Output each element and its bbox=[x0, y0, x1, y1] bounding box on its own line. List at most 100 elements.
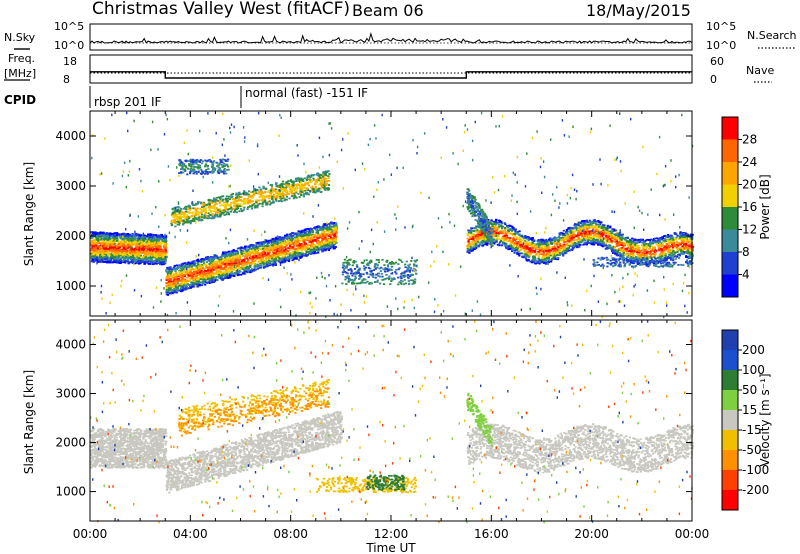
range-gate-cell bbox=[242, 208, 245, 211]
range-gate-cell bbox=[175, 277, 178, 279]
range-gate-cell bbox=[125, 238, 128, 240]
range-gate-cell bbox=[221, 262, 224, 264]
range-gate-cell bbox=[283, 249, 286, 252]
range-gate-cell bbox=[301, 247, 305, 249]
range-gate-cell bbox=[148, 242, 151, 245]
range-gate-cell bbox=[204, 280, 207, 282]
range-gate-cell bbox=[163, 237, 166, 240]
range-gate-cell bbox=[168, 282, 171, 285]
range-gate-cell bbox=[131, 254, 134, 257]
range-gate-cell bbox=[312, 248, 315, 251]
range-gate-cell bbox=[237, 271, 240, 274]
range-gate-cell bbox=[237, 203, 240, 205]
range-gate-cell bbox=[265, 245, 269, 248]
range-gate-cell bbox=[278, 259, 281, 262]
range-gate-cell bbox=[149, 239, 152, 242]
range-gate-cell bbox=[93, 240, 97, 242]
range-gate-cell bbox=[318, 244, 321, 247]
range-gate-cell bbox=[242, 250, 245, 252]
range-gate-cell bbox=[229, 270, 232, 273]
range-gate-cell bbox=[126, 238, 129, 241]
range-gate-cell bbox=[271, 249, 275, 251]
range-gate-cell bbox=[243, 260, 246, 262]
range-gate-cell bbox=[173, 280, 176, 282]
range-gate-cell bbox=[268, 261, 271, 264]
range-gate-cell bbox=[237, 265, 241, 268]
range-gate-cell bbox=[137, 253, 140, 256]
range-gate-cell bbox=[185, 285, 189, 288]
range-gate-cell bbox=[231, 252, 234, 255]
range-gate-cell bbox=[156, 248, 159, 251]
range-gate-cell bbox=[218, 202, 221, 204]
range-gate-cell bbox=[181, 271, 184, 274]
range-gate-cell bbox=[154, 261, 157, 264]
range-gate-cell bbox=[153, 252, 156, 255]
range-gate-cell bbox=[155, 243, 158, 246]
range-gate-cell bbox=[274, 252, 277, 254]
range-gate-cell bbox=[98, 232, 102, 234]
range-gate-cell bbox=[251, 268, 254, 270]
range-gate-cell bbox=[177, 221, 180, 223]
range-gate-cell bbox=[316, 237, 319, 240]
range-gate-cell bbox=[233, 204, 236, 207]
range-gate-cell bbox=[110, 261, 113, 264]
range-gate-cell bbox=[309, 251, 312, 254]
range-gate-cell bbox=[149, 256, 152, 259]
range-gate-cell bbox=[249, 191, 253, 194]
range-gate-cell bbox=[185, 270, 189, 273]
range-gate-cell bbox=[158, 252, 161, 255]
range-gate-cell bbox=[193, 282, 196, 284]
range-gate-cell bbox=[323, 230, 326, 233]
range-gate-cell bbox=[113, 248, 116, 251]
range-gate-cell bbox=[113, 235, 117, 238]
range-gate-cell bbox=[205, 258, 208, 260]
range-gate-cell bbox=[180, 276, 183, 278]
range-gate-cell bbox=[106, 239, 109, 242]
range-gate-cell bbox=[319, 229, 322, 231]
range-gate-cell bbox=[237, 273, 240, 276]
range-gate-cell bbox=[92, 242, 95, 245]
range-gate-cell bbox=[165, 287, 168, 290]
range-gate-cell bbox=[278, 251, 281, 254]
range-gate-cell bbox=[101, 231, 104, 234]
range-gate-cell bbox=[130, 255, 133, 258]
range-gate-cell bbox=[107, 248, 110, 251]
range-gate-cell bbox=[335, 228, 338, 230]
range-gate-cell bbox=[106, 241, 109, 243]
range-gate-cell bbox=[138, 237, 141, 240]
range-gate-cell bbox=[137, 257, 141, 260]
range-gate-cell bbox=[179, 283, 182, 285]
range-gate-cell bbox=[228, 263, 231, 266]
range-gate-cell bbox=[188, 269, 191, 272]
range-gate-cell bbox=[174, 283, 178, 285]
range-gate-cell bbox=[110, 254, 113, 256]
range-gate-cell bbox=[143, 239, 146, 241]
range-gate-cell bbox=[102, 237, 105, 240]
range-gate-cell bbox=[189, 269, 192, 272]
range-gate-cell bbox=[113, 237, 117, 240]
range-gate-cell bbox=[309, 228, 312, 230]
range-gate-cell bbox=[327, 177, 330, 179]
range-gate-cell bbox=[270, 263, 273, 266]
range-gate-cell bbox=[299, 256, 302, 259]
range-gate-cell bbox=[270, 186, 274, 189]
range-gate-cell bbox=[309, 241, 312, 243]
range-gate-cell bbox=[156, 236, 159, 238]
range-gate-cell bbox=[251, 259, 254, 262]
range-gate-cell bbox=[292, 235, 295, 237]
range-gate-cell bbox=[110, 232, 113, 235]
range-gate-cell bbox=[224, 266, 227, 268]
range-gate-cell bbox=[100, 260, 103, 263]
range-gate-cell bbox=[293, 233, 296, 235]
range-gate-cell bbox=[244, 257, 247, 259]
range-gate-cell bbox=[125, 246, 128, 249]
range-gate-cell bbox=[329, 225, 332, 228]
range-gate-cell bbox=[246, 266, 249, 269]
range-gate-cell bbox=[262, 259, 265, 262]
range-gate-cell bbox=[184, 284, 187, 287]
range-gate-cell bbox=[272, 264, 275, 267]
range-gate-cell bbox=[137, 260, 140, 263]
range-gate-cell bbox=[142, 246, 145, 249]
range-gate-cell bbox=[318, 233, 322, 236]
range-gate-cell bbox=[138, 240, 141, 243]
